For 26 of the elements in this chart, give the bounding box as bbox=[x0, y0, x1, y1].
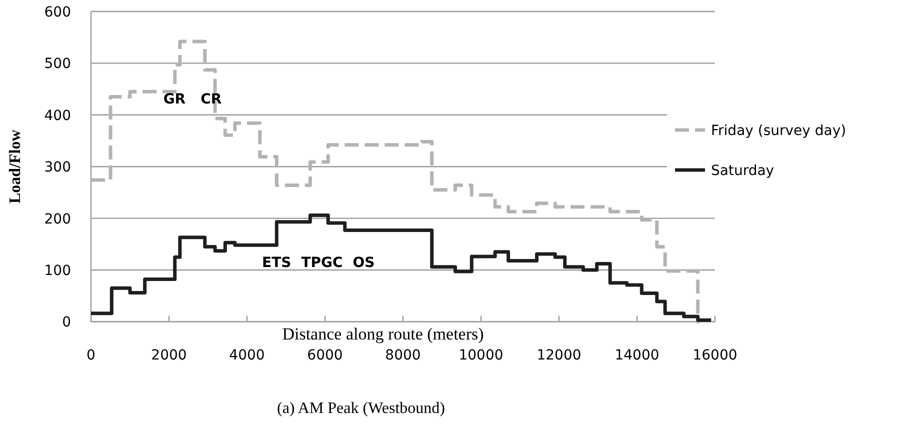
annotation: GR bbox=[163, 91, 186, 108]
x-tick-label: 10000 bbox=[458, 348, 504, 364]
x-tick-label: 4000 bbox=[229, 348, 265, 364]
x-tick-label: 8000 bbox=[385, 348, 421, 364]
x-axis-title: Distance along route (meters) bbox=[282, 324, 484, 344]
y-tick-label: 0 bbox=[62, 314, 71, 331]
y-tick-label: 500 bbox=[44, 56, 71, 72]
legend-label: Saturday bbox=[711, 163, 774, 179]
y-tick-label: 400 bbox=[44, 108, 71, 124]
y-tick-label: 100 bbox=[44, 263, 71, 279]
text: (a) AM Peak (Westbound) bbox=[276, 400, 446, 417]
annotation: CR bbox=[200, 91, 222, 108]
x-tick-label: 16000 bbox=[692, 348, 738, 364]
x-tick-label: 0 bbox=[86, 348, 96, 364]
annotation: OS bbox=[352, 255, 375, 271]
y-tick-label: 600 bbox=[44, 4, 71, 20]
y-tick-label: 200 bbox=[44, 211, 71, 228]
x-tick-label: 6000 bbox=[307, 348, 343, 364]
x-tick-label: 14000 bbox=[614, 348, 660, 364]
y-axis-title: Load/Flow bbox=[7, 129, 24, 204]
legend-label: Friday (survey day) bbox=[711, 123, 846, 139]
y-tick-label: 300 bbox=[44, 160, 71, 176]
annotation: ETS bbox=[262, 255, 292, 271]
annotation: TPGC bbox=[301, 255, 343, 271]
x-tick-label: 12000 bbox=[536, 348, 582, 364]
x-tick-label: 2000 bbox=[151, 348, 187, 364]
